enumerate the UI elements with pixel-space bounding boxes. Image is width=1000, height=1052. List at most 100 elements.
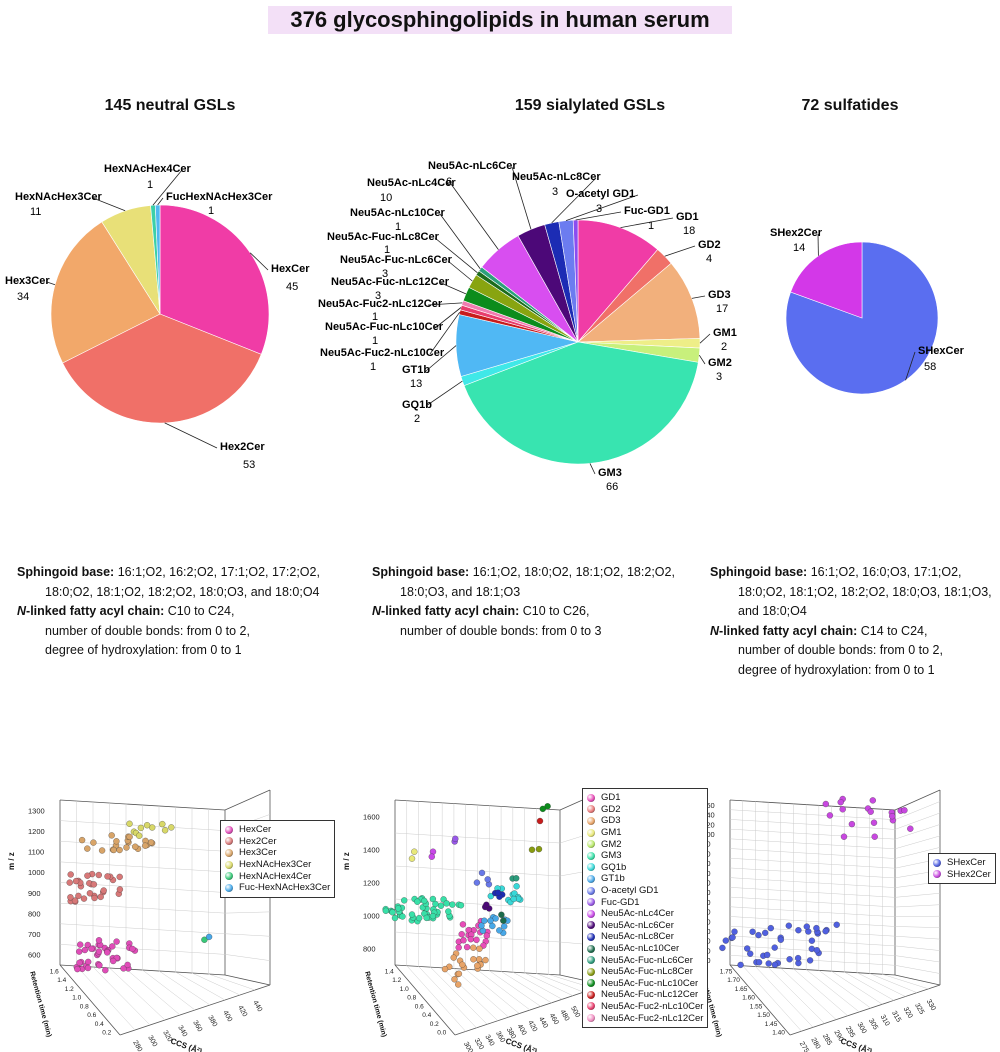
scatter-point bbox=[91, 894, 98, 902]
scatter-point bbox=[414, 898, 421, 905]
grid-line bbox=[109, 967, 166, 1021]
slice-label: Hex3Cer bbox=[5, 275, 50, 287]
z-tick-label: 1.40 bbox=[772, 1030, 785, 1037]
scatter-point bbox=[528, 846, 536, 853]
z-axis-label: Retention time (min) bbox=[363, 971, 387, 1038]
slice-value: 1 bbox=[648, 220, 654, 232]
x-tick-label: 340 bbox=[176, 1025, 188, 1039]
scatter3d-sulfatides: 2752802852902953003053103153203253307407… bbox=[677, 789, 941, 1052]
sphingoid-line: 16:1;O2, 16:0;O3, 17:1;O2, bbox=[810, 565, 962, 579]
scatter-point bbox=[132, 843, 139, 850]
legend-neutral: HexCer Hex2Cer Hex3Cer HexNAcHex3Cer HexNAcH… bbox=[220, 820, 336, 898]
grid-line bbox=[729, 925, 896, 937]
legend-marker-icon bbox=[587, 1014, 595, 1023]
pie-sulfatides: SHexCer 58 SHex2Cer 14 bbox=[770, 227, 965, 395]
pie-sialylated-gsl: GD118GD24GD317GM12GM23GM366GQ1b2GT1b13Ne… bbox=[318, 160, 737, 493]
scatter-point bbox=[85, 958, 92, 966]
x-tick-label: 380 bbox=[505, 1027, 517, 1041]
legend-label: Neu5Ac-Fuc2-nLc12Cer bbox=[601, 1012, 704, 1024]
y-tick-label: 1100 bbox=[28, 848, 44, 857]
grid-line bbox=[729, 906, 896, 918]
legend-item: Neu5Ac-Fuc-nLc10Cer bbox=[587, 978, 703, 990]
scatter-point bbox=[104, 949, 111, 956]
slice-label: GM3 bbox=[598, 467, 622, 479]
slice-label: Neu5Ac-Fuc2-nLc10Cer bbox=[320, 347, 445, 359]
scatter-point bbox=[795, 927, 802, 934]
grid-line bbox=[742, 965, 802, 1032]
legend-label: Hex3Cer bbox=[239, 847, 277, 859]
slice-value: 1 bbox=[372, 311, 378, 323]
grid-line bbox=[191, 972, 241, 996]
scatter-point bbox=[785, 922, 792, 929]
y-tick-label: 700 bbox=[28, 930, 41, 939]
slice-label: GM2 bbox=[708, 357, 732, 369]
scatter-point bbox=[74, 965, 81, 973]
scatter-point bbox=[536, 817, 544, 825]
scatter-point bbox=[84, 872, 91, 879]
slice-label: O-acetyl GD1 bbox=[566, 188, 635, 200]
scatter-point bbox=[822, 800, 829, 808]
scatter-point bbox=[90, 881, 98, 888]
slice-value: 17 bbox=[716, 303, 728, 315]
x-tick-label: 320 bbox=[161, 1030, 173, 1044]
grid-line bbox=[158, 970, 211, 1006]
grid-line bbox=[894, 926, 941, 928]
leader-line bbox=[249, 252, 269, 271]
scatter-point bbox=[76, 959, 83, 966]
legend-item: Neu5Ac-Fuc-nLc12Cer bbox=[587, 989, 703, 1001]
legend-marker-icon bbox=[587, 840, 595, 849]
scatter-point bbox=[459, 961, 466, 968]
sphingoid-line: 16:1;O2, 18:0;O2, 18:1;O2, 18:2;O2, bbox=[472, 565, 675, 579]
legend-item: Fuc-GD1 bbox=[587, 896, 703, 908]
slice-value: 34 bbox=[17, 291, 29, 303]
scatter-point bbox=[473, 879, 481, 886]
x-tick-label: 280 bbox=[131, 1040, 143, 1052]
scatter-point bbox=[110, 957, 117, 965]
axis-box-edge bbox=[894, 789, 941, 811]
scatter-point bbox=[76, 948, 83, 955]
x-tick-label: 290 bbox=[832, 1029, 844, 1043]
x-tick-label: 300 bbox=[462, 1041, 474, 1052]
grid-line bbox=[894, 935, 941, 940]
grid-line bbox=[489, 970, 541, 1007]
slice-label: Neu5Ac-Fuc-nLc6Cer bbox=[340, 254, 453, 266]
slice-value: 4 bbox=[706, 253, 712, 265]
grid-line bbox=[894, 892, 941, 898]
y-tick-label: 1000 bbox=[363, 912, 380, 921]
scatter-point bbox=[104, 873, 111, 880]
legend-label: GM1 bbox=[601, 827, 622, 839]
slice-value: 2 bbox=[721, 341, 727, 353]
scatter-point bbox=[389, 909, 396, 916]
scatter-point bbox=[98, 847, 106, 854]
slice-label: Fuc-GD1 bbox=[624, 205, 670, 217]
scatter-point bbox=[755, 959, 763, 966]
legend-item: HexNAcHex4Cer bbox=[225, 870, 330, 882]
grid-line bbox=[418, 966, 477, 1029]
scatter-point bbox=[459, 921, 467, 928]
legend-label: SHexCer bbox=[947, 857, 986, 869]
sphingoid-line: and 18:0;O4 bbox=[738, 604, 807, 618]
scatter-point bbox=[452, 835, 459, 842]
y-tick-label: 1300 bbox=[28, 806, 45, 815]
pie-slice-gd3 bbox=[577, 262, 701, 343]
legend-marker-icon bbox=[587, 828, 595, 837]
fatty-line: number of double bonds: from 0 to 3 bbox=[400, 623, 602, 638]
legend-label: Neu5Ac-Fuc-nLc12Cer bbox=[601, 989, 699, 1001]
grid-line bbox=[729, 877, 896, 888]
scatter-point bbox=[408, 911, 416, 918]
grid-line bbox=[729, 867, 896, 879]
scatter-point bbox=[451, 976, 458, 983]
scatter-point bbox=[794, 954, 802, 962]
scatter-point bbox=[201, 936, 208, 943]
x-tick-label: 285 bbox=[821, 1033, 833, 1047]
legend-marker-icon bbox=[225, 837, 233, 846]
scatter-point bbox=[496, 927, 503, 934]
axis-box-edge bbox=[789, 984, 941, 1036]
slice-label: Neu5Ac-Fuc-nLc8Cer bbox=[327, 231, 440, 243]
leader-line bbox=[589, 463, 596, 475]
x-tick-label: 360 bbox=[191, 1020, 203, 1034]
legend-marker-icon bbox=[587, 979, 595, 988]
legend-marker-icon bbox=[225, 860, 233, 869]
slice-label: GT1b bbox=[402, 364, 430, 376]
scatter-point bbox=[66, 879, 73, 886]
